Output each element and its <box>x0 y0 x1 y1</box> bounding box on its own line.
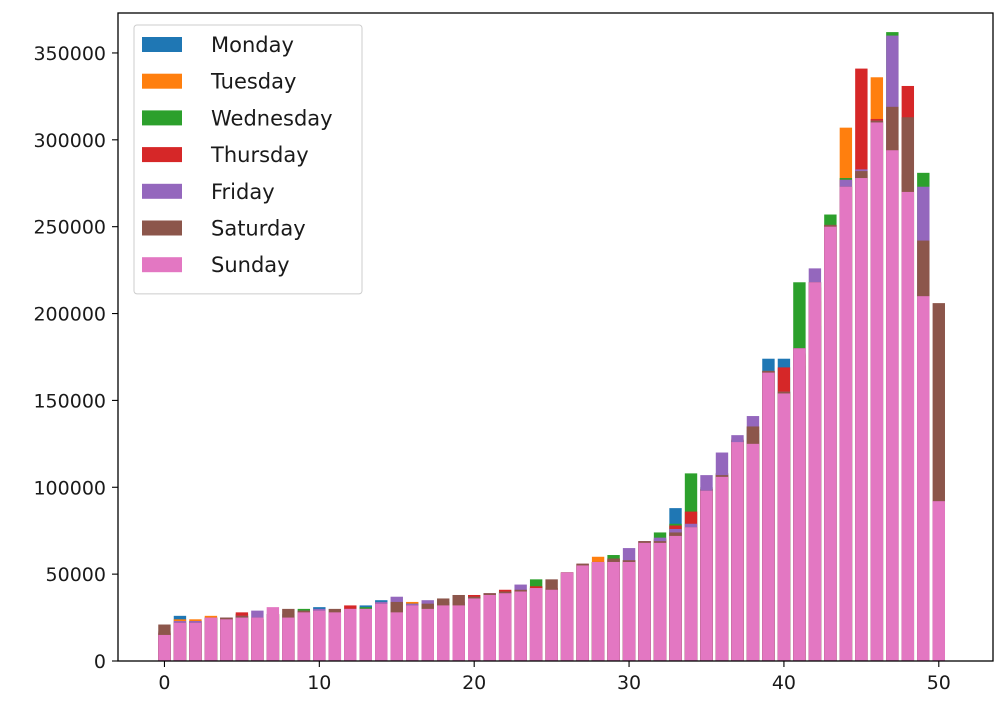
legend-label: Saturday <box>211 217 306 241</box>
bar-sunday-38 <box>746 443 760 661</box>
legend-item-saturday: Saturday <box>142 217 306 241</box>
bar-sunday-18 <box>437 605 450 661</box>
bar-sunday-41 <box>793 348 806 661</box>
bar-sunday-34 <box>684 527 698 661</box>
bar-sunday-8 <box>282 617 295 661</box>
y-axis: 0 50000 100000 150000 200000 250000 300000 3500… <box>33 43 118 673</box>
legend-box <box>133 24 363 295</box>
bar-sunday-19 <box>452 605 465 661</box>
bar-sunday-26 <box>560 572 574 661</box>
bar-sunday-28 <box>591 561 605 661</box>
bar-sunday-32 <box>653 542 667 661</box>
x-axis: 0 10 20 30 40 50 <box>158 661 951 694</box>
bar-sunday-3 <box>204 617 218 661</box>
bar-sunday-12 <box>344 608 357 661</box>
legend-label: Monday <box>211 33 294 57</box>
x-tick-label: 50 <box>927 672 951 694</box>
bar-sunday-24 <box>529 588 543 661</box>
bar-sunday-0 <box>158 634 171 661</box>
bar-sunday-36 <box>715 476 729 661</box>
bar-sunday-10 <box>313 610 326 661</box>
bar-sunday-17 <box>421 608 434 661</box>
bar-sunday-15 <box>390 612 403 661</box>
bar-sunday-13 <box>359 608 372 661</box>
bar-sunday-27 <box>576 565 589 661</box>
legend-label: Tuesday <box>210 70 296 94</box>
bar-sunday-46 <box>870 122 884 661</box>
bar-sunday-25 <box>545 589 558 661</box>
y-tick-label: 300000 <box>33 130 106 152</box>
legend-item-wednesday: Wednesday <box>142 106 333 130</box>
bar-sunday-1 <box>173 622 187 661</box>
bar-sunday-5 <box>235 617 249 661</box>
y-tick-label: 150000 <box>33 390 106 412</box>
legend-label: Thursday <box>210 143 309 167</box>
plot-area <box>158 32 945 662</box>
bar-sunday-6 <box>251 617 264 661</box>
y-tick-label: 250000 <box>33 217 106 239</box>
bar-sunday-50 <box>932 501 945 661</box>
y-tick-label: 350000 <box>33 43 106 65</box>
legend: Monday Tuesday Wednesday Thursday Friday Satu… <box>133 24 363 295</box>
legend-label: Wednesday <box>211 106 333 130</box>
bar-sunday-37 <box>731 442 744 661</box>
legend-label: Friday <box>211 180 275 204</box>
bar-sunday-35 <box>700 490 713 661</box>
legend-swatch <box>142 110 182 126</box>
legend-swatch <box>142 73 182 89</box>
x-tick-label: 0 <box>158 672 170 694</box>
bar-sunday-11 <box>328 612 342 661</box>
bar-sunday-47 <box>886 150 899 662</box>
x-tick-label: 30 <box>617 672 641 694</box>
bar-sunday-23 <box>514 591 527 661</box>
bar-sunday-29 <box>607 561 620 661</box>
legend-item-sunday: Sunday <box>142 253 290 277</box>
y-tick-label: 50000 <box>46 564 106 586</box>
bar-sunday-39 <box>762 372 775 661</box>
bar-sunday-2 <box>189 622 202 661</box>
y-tick-label: 200000 <box>33 304 106 326</box>
series-sunday <box>158 122 945 662</box>
bar-sunday-42 <box>808 282 822 661</box>
bar-sunday-30 <box>622 561 636 661</box>
bar-sunday-49 <box>917 296 930 661</box>
bar-sunday-40 <box>777 393 791 661</box>
bar-sunday-14 <box>375 603 388 661</box>
bar-sunday-48 <box>901 191 915 661</box>
x-tick-label: 40 <box>772 672 796 694</box>
legend-swatch <box>142 257 182 273</box>
bar-sunday-9 <box>297 612 311 661</box>
bar-sunday-33 <box>669 535 682 661</box>
legend-item-friday: Friday <box>142 180 275 204</box>
legend-swatch <box>142 183 182 199</box>
x-tick-label: 10 <box>307 672 331 694</box>
legend-swatch <box>142 147 182 163</box>
bar-sunday-20 <box>468 598 481 661</box>
axes-frame <box>117 12 994 662</box>
bar-sunday-45 <box>855 178 868 661</box>
y-tick-label: 100000 <box>33 477 106 499</box>
bar-sunday-21 <box>483 594 496 661</box>
bar-sunday-43 <box>824 226 837 661</box>
bar-sunday-31 <box>638 542 651 661</box>
bar-sunday-22 <box>498 593 512 661</box>
y-tick-label: 0 <box>94 651 106 673</box>
bar-sunday-44 <box>839 186 853 661</box>
legend-swatch <box>142 37 182 52</box>
legend-item-tuesday: Tuesday <box>142 70 296 94</box>
legend-label: Sunday <box>211 253 290 277</box>
bar-sunday-7 <box>266 607 280 661</box>
bar-sunday-16 <box>406 605 419 661</box>
x-tick-label: 20 <box>462 672 486 694</box>
legend-item-thursday: Thursday <box>142 143 309 167</box>
legend-swatch <box>142 220 182 236</box>
legend-item-monday: Monday <box>142 33 294 57</box>
bar-sunday-4 <box>220 619 233 661</box>
